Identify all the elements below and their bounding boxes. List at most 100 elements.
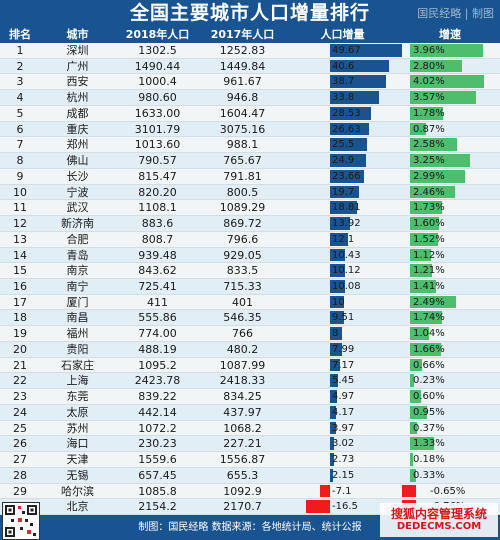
growth-value: 1.12% [413,249,445,261]
rank-cell: 4 [16,91,24,105]
rank-cell: 24 [13,405,27,419]
title-bar: 全国主要城市人口增量排行 国民经略 | 制图 [0,0,500,27]
city-cell: 北京 [66,500,89,514]
city-cell: 无锡 [66,468,89,482]
p2018-cell: 2154.2 [138,500,177,514]
p2017-cell: 1089.29 [219,201,266,215]
increase-bar [330,138,367,152]
p2018-cell: 1633.00 [134,106,181,120]
increase-value: 28.53 [332,107,361,119]
city-cell: 上海 [66,374,89,388]
city-cell: 重庆 [66,122,89,136]
increase-bar [330,374,338,388]
increase-value: 10.43 [332,249,361,261]
growth-bar [410,138,458,152]
p2018-cell: 774.00 [138,327,177,341]
city-cell: 哈尔滨 [61,484,94,498]
p2018-cell: 815.47 [138,169,177,183]
increase-value: 49.67 [332,45,361,56]
increase-bar [330,122,369,136]
city-cell: 南宁 [66,280,89,293]
watermark-line-1: 搜狐内容管理系统 [390,507,487,521]
increase-value: 8 [332,328,339,340]
table-row: 7 郑州 1013.60 988.1 25.5 2.58% [0,137,500,154]
growth-bar [410,374,415,388]
increase-value: 7.17 [332,359,355,371]
growth-bar [410,248,431,262]
city-cell: 成都 [66,106,89,120]
growth-bar [410,437,435,451]
table-row: 15 南京 843.62 833.5 10.12 1.21% [0,263,500,279]
city-cell: 贵阳 [66,342,89,356]
increase-value: 9.51 [332,312,355,324]
p2017-cell: 833.5 [226,264,259,278]
growth-value: 2.49% [413,296,445,308]
table-row: 20 贵阳 488.19 480.2 7.99 1.66% [0,341,500,358]
growth-value: 1.41% [413,281,445,292]
table-row: 8 佛山 790.57 765.67 24.9 3.25% [0,153,500,169]
rank-cell: 8 [16,154,24,168]
growth-value: 0.60% [413,391,445,403]
table-row: 16 南宁 725.41 715.33 10.08 1.41% [0,279,500,295]
rank-cell: 7 [16,138,24,152]
table-row: 28 无锡 657.45 655.3 2.15 0.33% [0,467,500,484]
table-row: 23 东莞 839.22 834.25 4.97 0.60% [0,389,500,405]
rank-cell: 2 [16,59,24,73]
growth-bar [410,154,470,167]
growth-value: 3.57% [413,92,445,104]
p2017-cell: 2170.7 [223,500,262,514]
rank-cell: 13 [13,232,27,246]
rank-cell: 20 [13,342,27,356]
p2017-cell: 766 [232,327,253,341]
increase-bar [306,500,330,513]
rank-cell: 5 [16,106,24,120]
p2018-cell: 1000.4 [138,75,177,89]
growth-value: 2.80% [413,60,445,72]
p2017-cell: 3075.16 [219,122,266,136]
growth-bar [410,342,441,356]
growth-bar [402,484,416,498]
table-row: 1 深圳 1302.5 1252.83 49.67 3.96% [0,43,500,59]
p2017-cell: 715.33 [223,280,262,293]
growth-value: 1.04% [413,328,445,340]
source-note: 制图：国民经略 数据来源：各地统计局、统计公报 [138,522,362,533]
increase-value: 4.97 [332,391,355,403]
p2017-cell: 1252.83 [219,44,266,57]
increase-value: 2.15 [332,469,355,481]
growth-bar [410,201,442,215]
p2017-cell: 869.72 [223,217,262,231]
p2018-cell: 657.45 [138,468,177,482]
increase-value: 38.7 [332,76,355,88]
increase-bar [330,154,367,167]
p2018-cell: 1013.60 [134,138,181,152]
increase-value: 12.1 [332,233,355,245]
growth-bar [410,169,466,183]
table-row: 17 厦门 411 401 10 2.49% [0,295,500,311]
city-cell: 武汉 [66,201,89,215]
growth-value: 0.18% [413,454,445,466]
p2018-cell: 820.20 [138,185,177,199]
p2018-cell: 843.62 [138,264,177,278]
increase-bar [330,44,402,57]
increase-bar [319,484,330,498]
table-row: 18 南昌 555.86 546.35 9.51 1.74% [0,310,500,327]
table-row: 9 长沙 815.47 791.81 23.66 2.99% [0,169,500,185]
p2017-cell: 796.6 [226,232,259,246]
increase-bar [330,437,335,451]
p2018-cell: 980.60 [138,91,177,105]
growth-bar [410,122,426,136]
increase-bar [330,185,359,199]
table-row: 19 福州 774.00 766 8 1.04% [0,326,500,342]
increase-value: 33.8 [332,92,355,104]
p2017-cell: 1092.9 [223,484,262,498]
growth-value: 1.78% [413,107,445,119]
city-cell: 杭州 [66,91,89,105]
increase-bar [330,106,372,120]
column-header: 2018年人口 [125,28,190,41]
increase-bar [330,217,351,230]
p2018-cell: 839.22 [138,390,177,404]
table-row: 24 太原 442.14 437.97 4.17 0.95% [0,404,500,421]
increase-bar [330,421,336,435]
growth-bar [410,44,483,57]
